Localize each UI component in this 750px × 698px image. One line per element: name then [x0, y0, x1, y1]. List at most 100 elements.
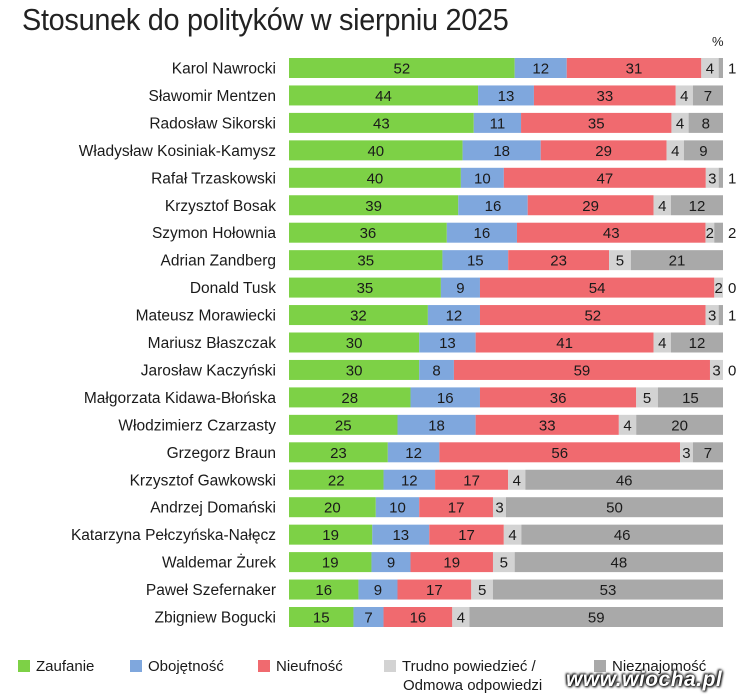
value-label-nieznajomosc: 46: [614, 527, 631, 544]
value-label-nieufnosc: 35: [588, 115, 605, 132]
value-label-trudno: 4: [671, 143, 679, 160]
value-label-obojetnosc: 18: [428, 417, 445, 434]
bar-segment-nieznajomosc: [718, 167, 723, 188]
value-label-trudno: 4: [658, 335, 666, 352]
bar-segment-zaufanie: [289, 497, 376, 518]
bar-segment-trudno: [471, 579, 493, 600]
value-label-obojetnosc: 9: [456, 280, 464, 297]
value-label-nieufnosc: 29: [582, 198, 599, 215]
category-label: Waldemar Żurek: [162, 554, 276, 572]
bar-segment-obojetnosc: [460, 167, 504, 188]
legend-item-trudno: Trudno powiedzieć /: [384, 658, 536, 675]
value-label-nieufnosc: 17: [426, 582, 443, 599]
bar-segment-nieznajomosc: [718, 58, 723, 78]
value-label-obojetnosc: 10: [474, 170, 491, 187]
bar-segment-obojetnosc: [473, 112, 522, 133]
bar-segment-zaufanie: [289, 414, 398, 435]
value-label-nieznajomosc: 7: [704, 445, 712, 462]
bar-segment-trudno: [675, 85, 693, 106]
legend-swatch-zaufanie: [18, 660, 30, 672]
bar-segment-trudno: [709, 359, 723, 380]
value-label-nieznajomosc: 0: [728, 280, 736, 297]
bar-segment-obojetnosc: [478, 85, 534, 106]
category-label: Andrzej Domański: [150, 500, 276, 517]
bar-segment-nieznajomosc: [630, 250, 723, 271]
value-label-obojetnosc: 16: [485, 198, 502, 215]
category-label: Szymon Hołownia: [152, 225, 276, 242]
value-label-zaufanie: 36: [360, 225, 377, 242]
value-label-zaufanie: 39: [365, 198, 382, 215]
bar-segment-zaufanie: [289, 277, 441, 298]
bar-segment-zaufanie: [289, 222, 447, 243]
bar-segment-obojetnosc: [383, 469, 436, 490]
value-label-trudno: 3: [708, 308, 716, 325]
bar-segment-zaufanie: [289, 607, 354, 627]
bar-segment-nieufnosc: [410, 552, 493, 573]
bar-segment-trudno: [705, 167, 719, 188]
value-label-zaufanie: 30: [346, 362, 363, 379]
value-label-trudno: 3: [495, 500, 503, 517]
bar-segment-obojetnosc: [458, 195, 528, 216]
legend-label-obojetnosc: Obojętność: [148, 658, 224, 675]
bar-segment-nieznajomosc: [525, 469, 723, 490]
bar-segment-obojetnosc: [397, 414, 476, 435]
value-label-obojetnosc: 8: [432, 362, 440, 379]
bar-segment-obojetnosc: [387, 442, 440, 463]
bar-segment-nieufnosc: [516, 222, 706, 243]
bar-segment-trudno: [508, 469, 526, 490]
bar-segment-obojetnosc: [372, 524, 430, 545]
bar-segment-zaufanie: [289, 359, 420, 380]
value-label-trudno: 4: [658, 198, 666, 215]
bar-segment-nieufnosc: [533, 85, 676, 106]
value-label-obojetnosc: 9: [374, 582, 382, 599]
value-label-trudno: 3: [708, 170, 716, 187]
category-label: Rafał Trzaskowski: [151, 170, 276, 187]
value-label-trudno: 4: [706, 61, 714, 78]
bar-segment-trudno: [666, 140, 684, 161]
bar-segment-nieznajomosc: [692, 85, 723, 106]
legend: Zaufanie Obojętność Nieufność Trudno pow…: [18, 654, 748, 698]
unit-label: %: [712, 34, 724, 49]
value-label-nieufnosc: 54: [589, 280, 606, 297]
bar-segment-nieufnosc: [503, 167, 706, 188]
value-label-trudno: 4: [623, 417, 631, 434]
bar-segment-nieufnosc: [566, 58, 702, 78]
value-label-nieznajomosc: 59: [588, 610, 605, 627]
category-label: Adrian Zandberg: [161, 253, 276, 270]
bar-segment-zaufanie: [289, 112, 474, 133]
bar-segment-zaufanie: [289, 332, 420, 353]
value-label-obojetnosc: 13: [439, 335, 456, 352]
value-label-obojetnosc: 16: [437, 390, 454, 407]
bar-segment-nieznajomosc: [469, 607, 723, 627]
bar-segment-trudno: [680, 442, 693, 463]
value-label-nieufnosc: 19: [443, 555, 460, 572]
value-label-zaufanie: 25: [335, 417, 352, 434]
value-label-zaufanie: 40: [367, 143, 384, 160]
value-label-trudno: 3: [682, 445, 690, 462]
value-label-obojetnosc: 13: [392, 527, 409, 544]
value-label-nieufnosc: 56: [551, 445, 568, 462]
bar-segment-trudno: [503, 524, 522, 545]
category-label: Krzysztof Bosak: [165, 198, 276, 215]
bar-segment-nieufnosc: [479, 387, 637, 408]
bar-segment-nieznajomosc: [636, 414, 723, 435]
category-label: Jarosław Kaczyński: [141, 362, 276, 379]
value-label-zaufanie: 44: [375, 88, 392, 105]
category-label: Sławomir Mentzen: [149, 88, 277, 105]
value-label-nieufnosc: 23: [550, 253, 567, 270]
bar-segment-zaufanie: [289, 552, 372, 573]
value-label-nieufnosc: 33: [539, 417, 556, 434]
bar-segment-obojetnosc: [462, 140, 541, 161]
value-label-zaufanie: 15: [313, 610, 330, 627]
legend-swatch-nieznajomosc: [594, 660, 606, 672]
value-label-nieufnosc: 59: [574, 362, 591, 379]
watermark: www.wiocha.pl: [566, 668, 723, 691]
value-label-nieznajomosc: 12: [689, 198, 706, 215]
bar-segment-nieznajomosc: [692, 442, 723, 463]
bar-segment-nieufnosc: [479, 277, 715, 298]
value-label-trudno: 2: [706, 225, 714, 242]
bar-segment-trudno: [653, 332, 671, 353]
bar-segment-nieufnosc: [475, 332, 654, 353]
value-label-nieufnosc: 41: [556, 335, 573, 352]
